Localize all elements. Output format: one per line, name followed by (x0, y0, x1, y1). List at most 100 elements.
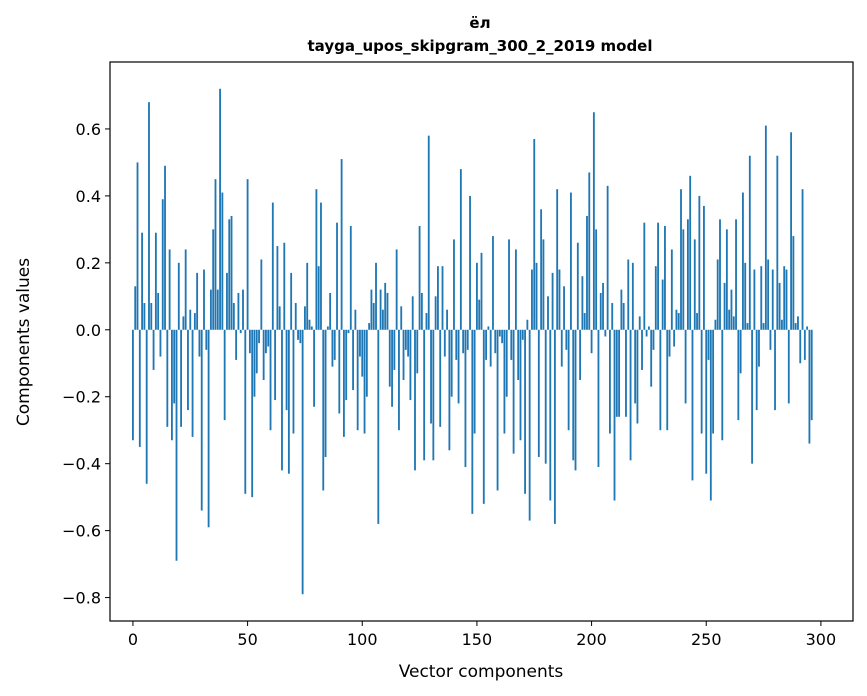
bar (409, 329, 412, 401)
bar (216, 289, 219, 330)
bar (531, 269, 533, 330)
bar (512, 329, 515, 454)
x-tick-label: 150 (462, 630, 493, 649)
bar (420, 292, 423, 330)
bar (372, 303, 375, 330)
bar (434, 296, 437, 330)
bar (171, 329, 173, 441)
bar (164, 165, 166, 330)
bar (375, 262, 377, 330)
bar (535, 262, 538, 330)
bar (615, 329, 618, 417)
bar (549, 329, 552, 501)
bar (693, 239, 696, 330)
bar (253, 329, 256, 397)
bar (187, 329, 189, 411)
bar (810, 329, 813, 421)
bar (459, 169, 462, 330)
bar (705, 329, 708, 474)
bar (645, 329, 648, 337)
bar (260, 259, 263, 330)
bar (636, 329, 639, 424)
bar (709, 329, 712, 501)
bar (331, 329, 334, 367)
y-tick-label: 0.6 (76, 120, 101, 139)
bar (437, 266, 439, 330)
bar (161, 199, 164, 330)
bar (306, 262, 309, 330)
bar (471, 329, 474, 514)
bar (345, 329, 348, 401)
bar (700, 329, 703, 434)
bar (212, 229, 215, 330)
bar (682, 229, 685, 330)
bar (751, 329, 754, 464)
bar (719, 219, 721, 330)
x-tick-label: 300 (806, 630, 837, 649)
bar (150, 303, 153, 330)
bar (629, 329, 632, 461)
bar (285, 329, 288, 411)
bar (221, 192, 224, 330)
y-tick-label: −0.8 (62, 589, 101, 608)
bar (239, 329, 242, 334)
bar (806, 326, 809, 330)
bar (748, 155, 751, 330)
bar (799, 329, 802, 364)
bar (304, 306, 306, 330)
bar (588, 172, 591, 330)
bar (652, 329, 655, 350)
bar (494, 329, 497, 354)
bar (352, 329, 354, 391)
bar (599, 292, 602, 330)
bar (294, 303, 297, 330)
bar (501, 329, 504, 344)
bar (496, 329, 499, 491)
bar (476, 262, 478, 330)
bar (650, 329, 653, 387)
bar (691, 329, 694, 481)
bar (141, 232, 144, 330)
bar (363, 329, 366, 434)
bar (698, 195, 701, 330)
bar (182, 316, 185, 330)
bar (244, 329, 247, 494)
bar (290, 272, 293, 330)
bar (544, 329, 547, 464)
bar (354, 309, 357, 330)
bar (448, 329, 451, 451)
bar (657, 222, 659, 330)
bar (739, 329, 742, 374)
bar (214, 179, 217, 330)
bar (365, 329, 368, 397)
bar (132, 329, 134, 441)
x-tick-label: 100 (347, 630, 378, 649)
bar (230, 215, 233, 330)
bar (173, 329, 176, 404)
bar (136, 162, 139, 330)
bar (203, 269, 205, 330)
bar (602, 282, 604, 330)
bar (613, 329, 616, 501)
bar (361, 329, 364, 377)
bar (138, 329, 141, 447)
bar (469, 195, 471, 330)
bar (145, 329, 148, 484)
bar (771, 269, 774, 330)
bar (425, 313, 428, 330)
bar (563, 286, 565, 330)
bar (423, 329, 426, 461)
bar (519, 329, 522, 441)
bar (246, 179, 249, 330)
bar (760, 266, 763, 330)
bar (574, 329, 577, 471)
chart-title: ёл (469, 14, 490, 32)
bar (551, 272, 554, 330)
bar (269, 329, 272, 431)
bar (487, 326, 490, 330)
bar (767, 259, 770, 330)
bar (631, 262, 634, 330)
bar (620, 289, 623, 330)
bar (785, 269, 788, 330)
